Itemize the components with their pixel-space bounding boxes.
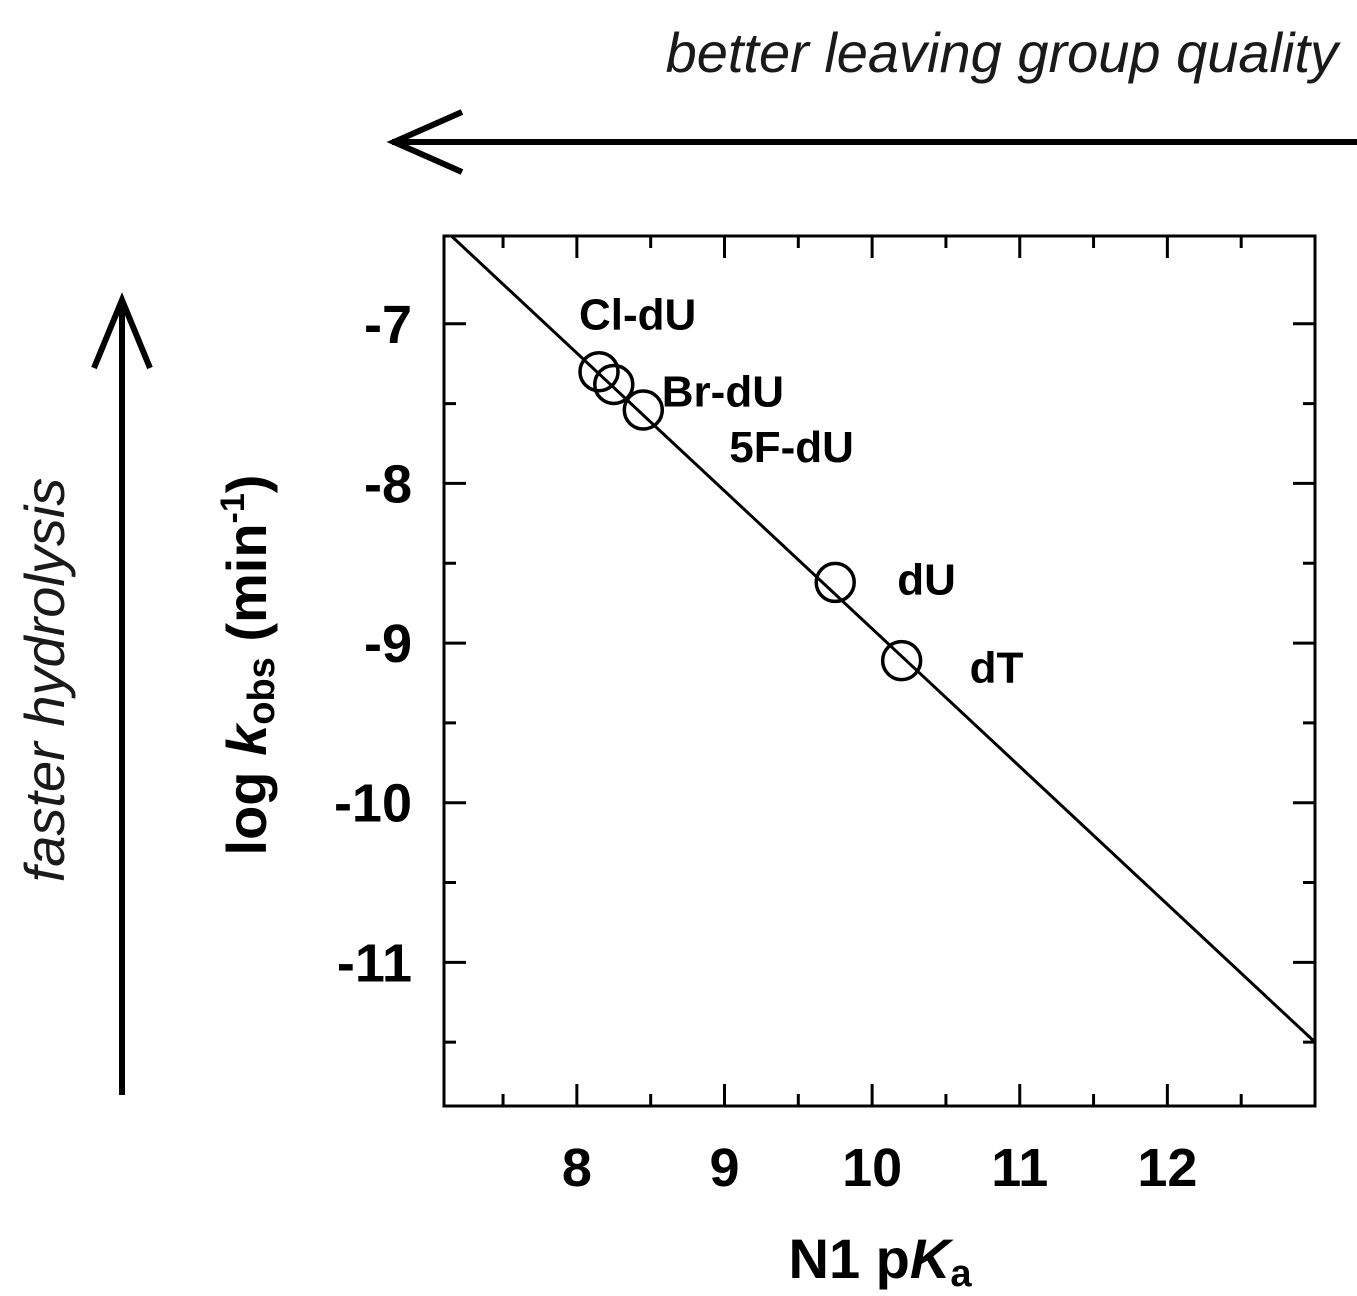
- x-tick-label: 12: [1137, 1138, 1197, 1198]
- x-tick-label: 11: [991, 1138, 1048, 1198]
- data-point: [578, 350, 620, 393]
- x-tick-label: 9: [709, 1138, 739, 1198]
- left-arrow-label: faster hydrolysis: [13, 478, 76, 883]
- ticks-layer: 8 9 10 11 12 -7 -8 -9 -10 -11: [334, 236, 1315, 1198]
- fit-line: [450, 234, 1317, 1044]
- fit-line-layer: [450, 234, 1317, 1044]
- point-label: Cl-dU: [579, 291, 696, 340]
- y-axis-title: log kobs (min-1): [214, 475, 283, 856]
- point-label: 5F-dU: [729, 423, 854, 472]
- point-labels-layer: Cl-dU Br-dU 5F-dU dU dT: [579, 291, 1024, 693]
- x-axis-title: N1 pKa: [789, 1227, 973, 1295]
- x-tick-label: 10: [842, 1138, 902, 1198]
- y-tick-label: -7: [364, 295, 412, 355]
- data-point: [622, 389, 665, 431]
- points-layer: [578, 350, 923, 682]
- data-point: [814, 561, 856, 604]
- x-tick-label: 8: [562, 1138, 592, 1198]
- point-label: dT: [970, 644, 1024, 693]
- point-label: dU: [897, 555, 956, 604]
- data-point: [593, 363, 635, 406]
- point-label: Br-dU: [662, 367, 784, 416]
- y-tick-label: -10: [334, 774, 412, 834]
- left-pointing-arrow: [386, 109, 1357, 175]
- plot-frame: [442, 234, 1317, 1108]
- y-tick-label: -9: [364, 614, 412, 674]
- top-arrow-label: better leaving group quality: [666, 21, 1341, 84]
- y-tick-label: -8: [364, 454, 412, 514]
- data-point: [880, 639, 923, 682]
- y-tick-label: -11: [337, 933, 412, 993]
- up-pointing-arrow: [91, 292, 153, 1095]
